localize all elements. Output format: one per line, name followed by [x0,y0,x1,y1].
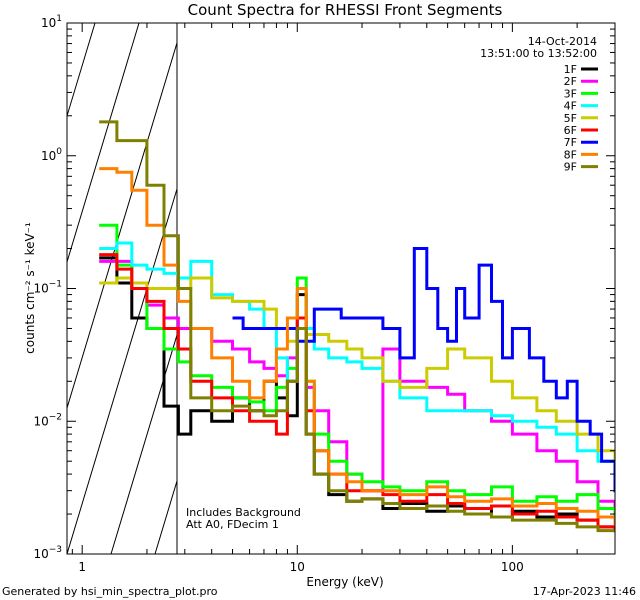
y-tick-label: 101 [41,14,62,30]
y-tick-label: 10−2 [33,412,62,428]
legend-label-7F: 7F [564,136,577,149]
hatch-line [67,41,177,410]
hatch-line [67,23,140,264]
y-axis-label: counts cm⁻² s⁻¹ keV⁻¹ [23,222,37,354]
x-axis-label: Energy (keV) [306,575,383,589]
hatch-line [463,23,623,554]
hatch-line [287,23,447,554]
series-line-9F [99,120,615,533]
annotation-background: Includes Background [186,506,301,519]
footer-generated-by: Generated by hsi_min_spectra_plot.pro [2,585,218,598]
legend-label-2F: 2F [564,75,577,88]
y-tick-label: 10−3 [33,545,62,561]
series-layer [99,120,615,533]
series-line-5F [99,276,615,463]
legend-label-5F: 5F [564,112,577,125]
x-tick-label: 10 [290,560,305,574]
x-tick-label: 1 [78,560,86,574]
legend-label-3F: 3F [564,87,577,100]
y-tick-label: 10−1 [33,280,62,296]
y-tick-label: 100 [41,147,62,163]
time-range-label: 13:51:00 to 13:52:00 [480,47,597,60]
axis-ticks: 1 10 100 10−3 10−2 10−1 100 101 [33,14,616,574]
x-tick-label: 100 [501,560,524,574]
hatch-line [0,23,7,554]
hatch-line [419,23,579,554]
chart-title: Count Spectra for RHESSI Front Segments [188,1,503,19]
hatch-line [110,333,177,554]
date-label: 14-Oct-2014 [528,35,597,48]
legend-label-1F: 1F [564,63,577,76]
series-line-2F [99,259,615,516]
footer-timestamp: 17-Apr-2023 11:46 [533,585,636,598]
hatch-line [67,23,96,118]
annotation-attenuator: Att A0, FDecim 1 [186,518,279,531]
series-line-7F [232,247,615,493]
legend-label-9F: 9F [564,161,577,174]
legend-label-6F: 6F [564,124,577,137]
legend-label-8F: 8F [564,148,577,161]
legend-label-4F: 4F [564,100,577,113]
series-line-3F [99,223,615,516]
hatch-line [595,23,640,554]
